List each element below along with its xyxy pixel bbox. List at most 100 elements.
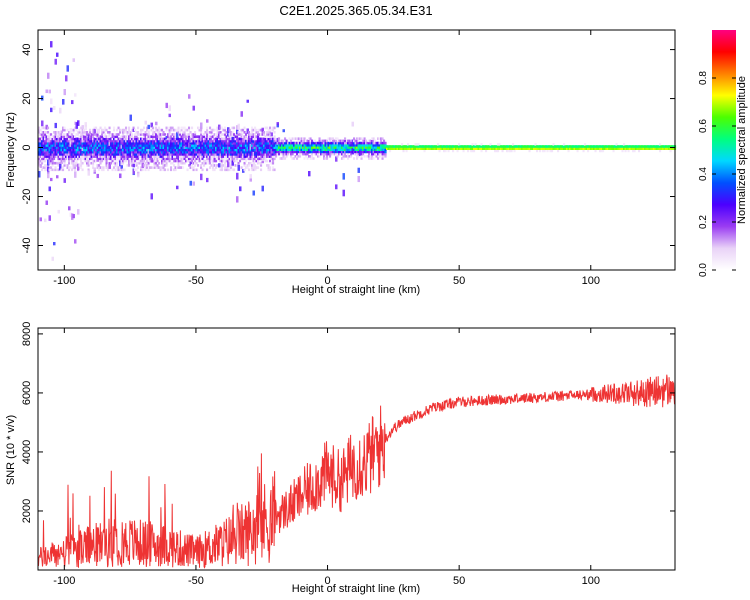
spectrogram-cell [185,148,188,152]
spectrogram-cell [300,150,303,154]
spectrogram-cell [122,157,125,161]
spectrogram-cell [372,152,375,156]
spectrogram-cell [59,150,62,154]
spectrogram-cell [360,144,363,147]
spectrogram-cell [158,155,161,158]
spectrogram-cell [219,139,222,143]
spectrogram-cell [117,155,120,158]
spectrogram-cell [102,153,105,156]
spectrogram-cell [590,145,593,148]
spectrogram-cell [168,159,171,163]
spectrogram-cell [257,148,260,152]
spectrogram-cell [354,150,357,154]
spectrogram-cell [86,155,89,158]
spectrogram-cell [431,147,434,150]
spectrogram-cell [233,148,236,152]
spectrogram-cell [375,146,378,149]
spectrogram-cell [101,146,104,149]
spectrogram-cell [314,139,317,143]
spectrogram-cell [105,148,108,152]
spectrogram-cell [198,153,201,156]
spectrogram-cell [86,139,89,143]
spectrogram-cell [335,144,338,147]
spectrogram-cell [242,146,245,149]
spectrogram-cell [102,142,105,145]
spectrogram-cell [131,146,134,149]
spectrogram-cell [132,150,135,154]
spectrogram-cell [125,148,128,152]
spectrogram-cell [156,166,159,169]
spectrogram-cell [243,126,246,130]
spectrogram-cell [539,145,542,148]
spectrogram-cell [200,148,203,152]
spectrogram-cell [266,126,269,130]
spectrogram-cell [137,146,140,149]
spectrogram-cell [402,147,405,150]
spectrogram-cell [129,153,132,156]
spectrogram-cell [404,147,407,150]
spectrogram-cell [78,128,81,132]
spectrogram-cell [608,145,611,148]
spectrogram-cell [336,146,339,149]
spectrogram-cell [266,144,269,147]
spectrogram-cell [306,146,309,149]
spectrogram-cell [44,146,47,149]
spectrogram-scatter-cell [50,41,53,48]
spectrogram-cell [147,164,150,167]
spectrogram-cell [329,144,332,147]
spectrogram-cell [99,135,102,138]
spectrogram-cell [339,139,342,143]
colorbar-gradient [712,30,736,270]
spectrogram-cell [242,153,245,156]
spectrogram-cell [80,126,83,130]
spectrogram-cell [59,161,62,165]
spectrogram-cell [284,152,287,156]
spectrogram-cell [336,141,339,145]
spectrogram-cell [369,155,372,158]
spectrogram-cell [90,135,93,138]
spectrogram-cell [536,147,539,150]
spectrogram-cell [203,133,206,136]
spectrogram-cell [264,146,267,149]
spectrogram-cell [255,150,258,154]
spectrogram-cell [77,155,80,158]
spectrogram-cell [308,139,311,143]
spectrogram-cell [171,153,174,156]
spectrogram-cell [438,147,441,150]
spectrogram-cell [96,153,99,156]
spectrogram-cell [552,143,555,146]
spectrogram-cell [533,145,536,148]
spectrogram-cell [215,166,218,169]
spectrogram-cell [156,128,159,132]
spectrogram-cell [68,155,71,158]
spectrogram-cell [249,139,252,143]
spectrogram-cell [63,126,66,130]
spectrogram-cell [261,144,264,147]
spectrogram-cell [326,141,329,145]
spectrogram-cell [209,137,212,141]
spectrogram-cell [155,128,158,132]
spectrogram-cell [269,150,272,154]
spectrogram-cell [152,137,155,141]
spectrogram-cell [245,146,248,149]
spectrogram-cell [318,155,321,158]
spectrogram-cell [74,142,77,145]
spectrogram-cell [260,164,263,167]
spectrogram-cell [119,137,122,141]
spectrogram-cell [165,164,168,167]
spectrogram-cell [371,144,374,147]
spectrogram-cell [108,153,111,156]
spectrogram-cell [323,139,326,143]
spectrogram-cell [60,139,63,143]
spectrogram-cell [315,146,318,149]
spectrogram-cell [272,159,275,163]
spectrogram-cell [308,146,311,149]
spectrogram-cell [146,148,149,152]
spectrogram-cell [111,153,114,156]
spectrogram-cell [48,146,51,149]
spectrogram-cell [93,144,96,147]
spectrogram-cell [515,145,518,148]
spectrogram-cell [113,148,116,152]
spectrogram-cell [144,144,147,147]
spectrogram-cell [545,145,548,148]
